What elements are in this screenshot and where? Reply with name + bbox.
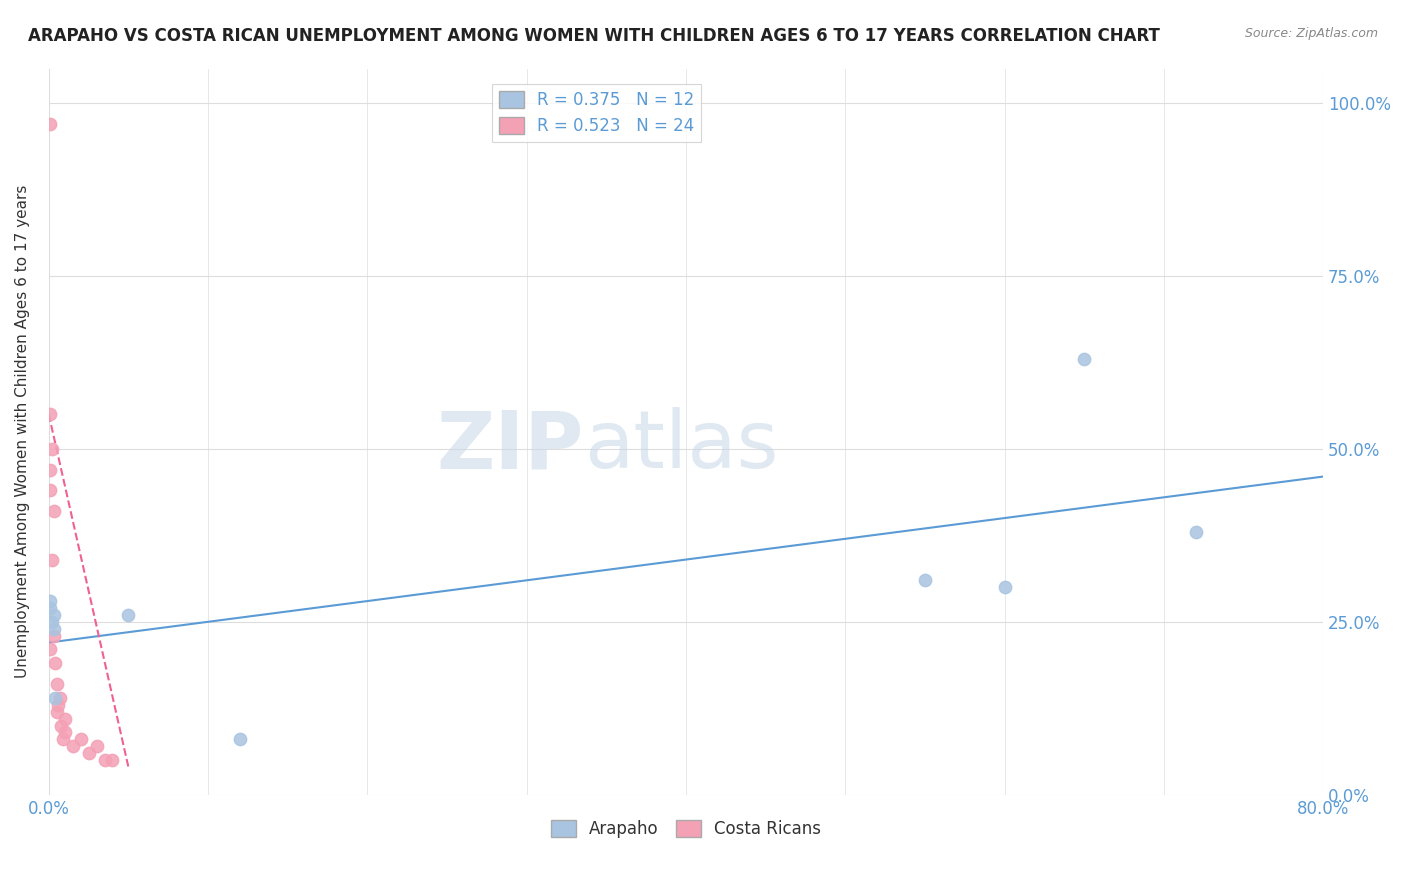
Point — [117, 607, 139, 622]
Point — [39, 407, 62, 421]
Point — [42, 607, 65, 622]
Point — [51, 718, 73, 732]
Point — [41, 442, 63, 456]
Point — [49, 690, 72, 705]
Point — [39, 483, 62, 498]
Text: atlas: atlas — [583, 407, 779, 485]
Point — [41, 552, 63, 566]
Point — [41, 615, 63, 629]
Point — [45, 677, 67, 691]
Point — [42, 504, 65, 518]
Point — [1184, 524, 1206, 539]
Point — [39, 117, 62, 131]
Point — [39, 463, 62, 477]
Point — [42, 622, 65, 636]
Point — [46, 698, 69, 712]
Point — [101, 753, 124, 767]
Point — [39, 601, 62, 615]
Point — [93, 753, 115, 767]
Point — [77, 746, 100, 760]
Point — [42, 629, 65, 643]
Point — [86, 739, 108, 754]
Legend: Arapaho, Costa Ricans: Arapaho, Costa Ricans — [544, 813, 828, 845]
Point — [1073, 351, 1095, 366]
Text: ARAPAHO VS COSTA RICAN UNEMPLOYMENT AMONG WOMEN WITH CHILDREN AGES 6 TO 17 YEARS: ARAPAHO VS COSTA RICAN UNEMPLOYMENT AMON… — [28, 27, 1160, 45]
Point — [62, 739, 84, 754]
Point — [53, 725, 76, 739]
Point — [39, 642, 62, 657]
Point — [39, 594, 62, 608]
Point — [52, 732, 75, 747]
Point — [993, 580, 1015, 594]
Point — [914, 574, 936, 588]
Point — [229, 732, 252, 747]
Point — [44, 690, 66, 705]
Point — [53, 712, 76, 726]
Point — [44, 657, 66, 671]
Text: Source: ZipAtlas.com: Source: ZipAtlas.com — [1244, 27, 1378, 40]
Point — [45, 705, 67, 719]
Y-axis label: Unemployment Among Women with Children Ages 6 to 17 years: Unemployment Among Women with Children A… — [15, 185, 30, 678]
Point — [69, 732, 91, 747]
Text: ZIP: ZIP — [437, 407, 583, 485]
